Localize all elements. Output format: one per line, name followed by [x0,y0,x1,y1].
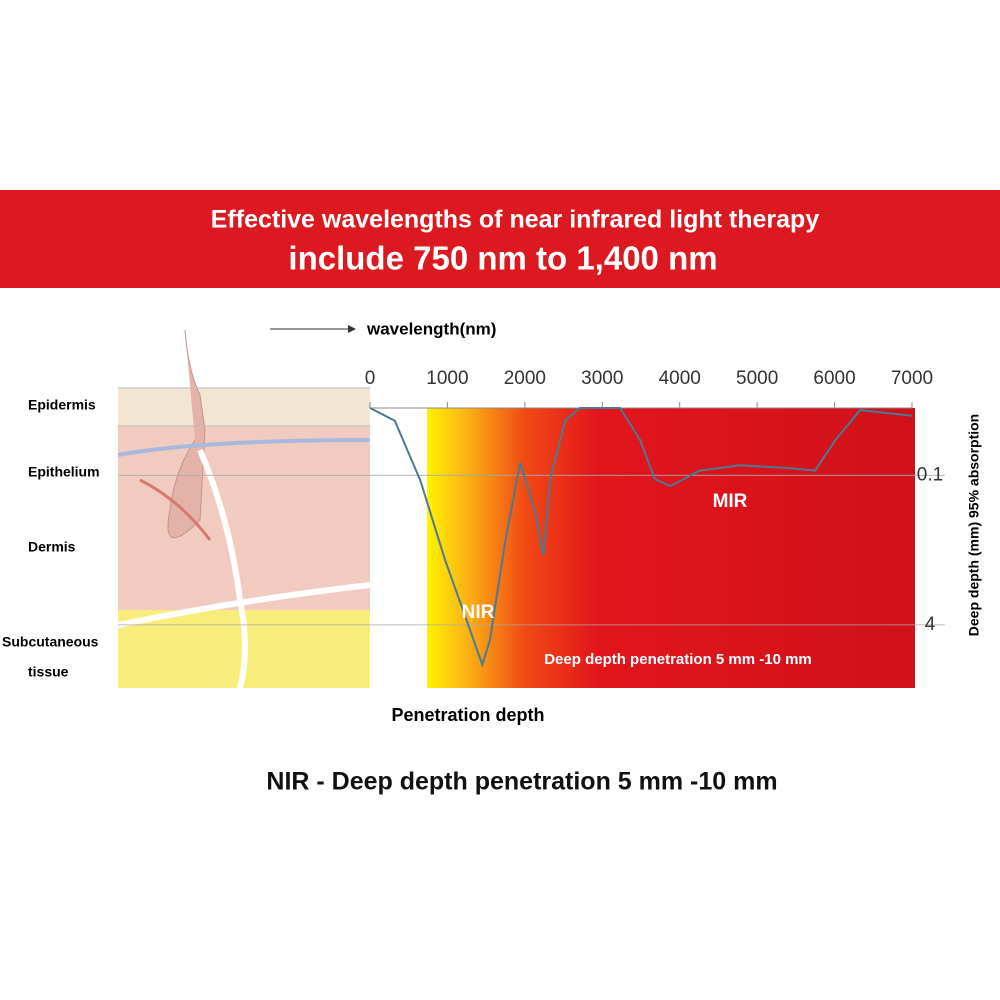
x-tick-label: 2000 [504,368,546,389]
subtitle: include 750 nm to 1,400 nm [288,240,717,277]
layer-label: Dermis [28,539,76,555]
x-axis-label: wavelength(nm) [366,319,496,338]
y-tick-label: 4 [925,614,936,635]
x-tick-label: 5000 [736,368,778,389]
x-tick-label: 4000 [659,368,701,389]
layer-label: tissue [28,664,69,680]
layer-label: Epithelium [28,464,100,480]
layer-label: Subcutaneous [2,634,99,650]
header-band [0,190,1000,288]
arrow-head [348,325,356,333]
caption: NIR - Deep depth penetration 5 mm -10 mm [266,768,777,796]
data-line [369,407,913,668]
annotation: NIR [462,602,495,623]
plot: 0 1000 2000 3000 4000 5000 6000 7000 0.1 4 [118,368,945,668]
spectrum-band [427,408,915,688]
x-tick-label: 7000 [891,368,933,389]
y-axis-label: Deep depth (mm) 95% absorption [966,414,982,636]
annotation: Deep depth penetration 5 mm -10 mm [544,651,812,668]
y-tick-label: 0.1 [917,464,943,485]
x-tick-label: 6000 [813,368,855,389]
x-tick-label: 1000 [426,368,468,389]
skin-illustration [117,329,371,689]
x-bottom-label: Penetration depth [391,705,544,725]
x-tick-label: 3000 [581,368,623,389]
annotation: MIR [713,491,748,512]
title: Effective wavelengths of near infrared l… [211,206,820,234]
x-tick-label: 0 [365,368,376,389]
layer-label: Epidermis [28,397,96,413]
